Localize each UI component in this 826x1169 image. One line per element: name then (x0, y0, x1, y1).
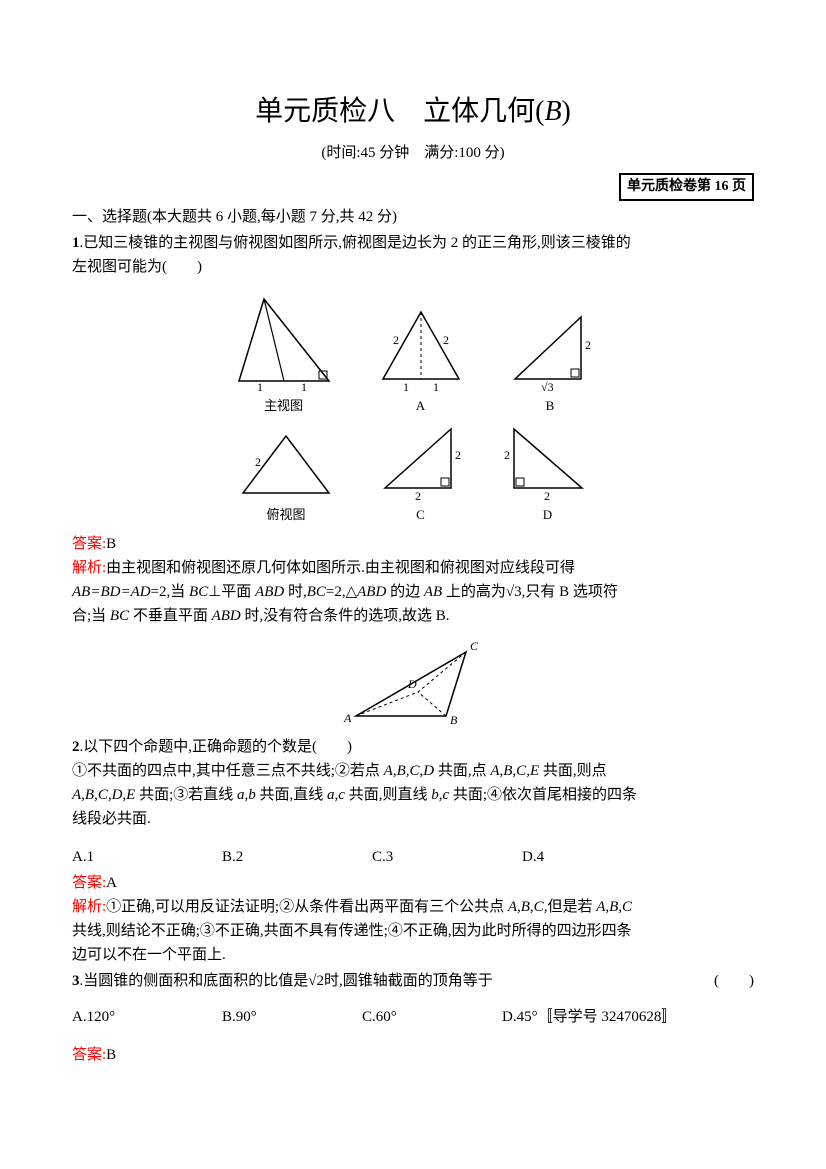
q1-fig-c: 2 2 C (373, 423, 468, 526)
q2-expl-2: 共线,则结论不正确;③不正确,共面不具有传递性;④不正确,因为此时所得的四边形四… (72, 919, 754, 943)
expl-label: 解析: (72, 560, 106, 576)
figcap-a: A (416, 396, 425, 417)
q1-fig-main: 1 1 主视图 (229, 289, 339, 417)
q2-number: 2 (72, 739, 80, 755)
q2-expl-1: 解析:①正确,可以用反证法证明;②从条件看出两平面有三个公共点 A,B,C,但是… (72, 895, 754, 919)
answer-value: A (106, 875, 117, 891)
q1-fig-a: 2 2 1 1 A (371, 304, 471, 417)
q2-answer: 答案:A (72, 871, 754, 895)
q2-options: A.1 B.2 C.3 D.4 (72, 845, 754, 869)
q1-figure-row-2: 2 俯视图 2 2 C 2 2 D (72, 423, 754, 526)
q1-expl-figure: A B C D (72, 634, 754, 729)
question-2: 2.以下四个命题中,正确命题的个数是( ) ①不共面的四点中,其中任意三点不共线… (72, 735, 754, 967)
q2-stmt-1: ①不共面的四点中,其中任意三点不共线;②若点 A,B,C,D 共面,点 A,B,… (72, 759, 754, 783)
q1-text-b: 左视图可能为( ) (72, 255, 754, 279)
q2-stmt-2: A,B,C,D,E 共面;③若直线 a,b 共面,直线 a,c 共面,则直线 b… (72, 783, 754, 807)
q3-paren: ( ) (694, 969, 754, 993)
svg-text:2: 2 (255, 455, 261, 469)
figcap-c: C (416, 505, 425, 526)
triangle-d-icon: 2 2 (500, 423, 595, 503)
svg-text:1: 1 (301, 380, 307, 394)
figcap-main: 主视图 (264, 396, 303, 417)
expl-i: AB=BD=AD (72, 584, 151, 600)
q3-stem: 3.当圆锥的侧面积和底面积的比值是√2时,圆锥轴截面的顶角等于 (72, 969, 694, 993)
page-ref-row: 单元质检卷第 16 页 (72, 173, 754, 201)
triangle-a-icon: 2 2 1 1 (371, 304, 471, 394)
answer-label: 答案: (72, 875, 106, 891)
page-ref-badge: 单元质检卷第 16 页 (619, 173, 754, 201)
svg-text:1: 1 (433, 380, 439, 394)
figcap-topview: 俯视图 (266, 505, 305, 526)
svg-text:2: 2 (455, 448, 461, 462)
q2-expl-3: 边可以不在一个平面上. (72, 943, 754, 967)
q1-figure-row-1: 1 1 主视图 2 2 1 1 A 2 √3 B (72, 289, 754, 417)
svg-text:2: 2 (544, 489, 550, 503)
title-paren: ) (562, 96, 571, 127)
figcap-b: B (546, 396, 555, 417)
svg-text:1: 1 (403, 380, 409, 394)
answer-value: B (106, 536, 116, 552)
expl-label: 解析: (72, 899, 106, 915)
q2-opt-b: B.2 (222, 845, 372, 869)
title-letter: B (544, 96, 561, 127)
q3-text: .当圆锥的侧面积和底面积的比值是√2时,圆锥轴截面的顶角等于 (80, 973, 493, 989)
svg-text:2: 2 (443, 333, 449, 347)
q3-opt-a: A.120° (72, 1005, 222, 1029)
q2-stem: 2.以下四个命题中,正确命题的个数是( ) (72, 735, 754, 759)
q2-text: .以下四个命题中,正确命题的个数是( ) (80, 739, 353, 755)
q2-stmt-3: 线段必共面. (72, 807, 754, 831)
q3-options: A.120° B.90° C.60° D.45°〚导学号 32470628〛 (72, 1005, 754, 1029)
svg-text:B: B (450, 713, 458, 727)
q3-number: 3 (72, 973, 80, 989)
svg-text:√3: √3 (541, 380, 554, 394)
q3-opt-c: C.60° (362, 1005, 502, 1029)
svg-text:A: A (343, 711, 352, 725)
expl-text: 由主视图和俯视图还原几何体如图所示.由主视图和俯视图对应线段可得 (106, 560, 575, 576)
q1-number: 1 (72, 235, 80, 251)
q3-opt-b: B.90° (222, 1005, 362, 1029)
answer-label: 答案: (72, 536, 106, 552)
answer-value: B (106, 1047, 116, 1063)
q1-stem: 1.已知三棱锥的主视图与俯视图如图所示,俯视图是边长为 2 的正三角形,则该三棱… (72, 231, 754, 255)
svg-text:1: 1 (257, 380, 263, 394)
q2-opt-a: A.1 (72, 845, 222, 869)
question-1: 1.已知三棱锥的主视图与俯视图如图所示,俯视图是边长为 2 的正三角形,则该三棱… (72, 231, 754, 729)
q3-opt-d: D.45°〚导学号 32470628〛 (502, 1005, 754, 1029)
q3-answer: 答案:B (72, 1043, 754, 1067)
tetrahedron-icon: A B C D (338, 634, 488, 729)
q1-fig-b: 2 √3 B (503, 309, 598, 417)
triangle-top-view-icon: 2 (231, 428, 341, 503)
answer-label: 答案: (72, 1047, 106, 1063)
q2-opt-c: C.3 (372, 845, 522, 869)
svg-text:2: 2 (415, 489, 421, 503)
svg-text:D: D (407, 677, 417, 691)
figcap-d: D (543, 505, 552, 526)
title-prefix: 单元质检八 立体几何( (255, 96, 544, 127)
triangle-b-icon: 2 √3 (503, 309, 598, 394)
q1-fig-d: 2 2 D (500, 423, 595, 526)
svg-text:2: 2 (585, 338, 591, 352)
q2-opt-d: D.4 (522, 845, 672, 869)
q1-text-a: .已知三棱锥的主视图与俯视图如图所示,俯视图是边长为 2 的正三角形,则该三棱锥… (80, 235, 631, 251)
svg-text:C: C (470, 639, 479, 653)
question-3: 3.当圆锥的侧面积和底面积的比值是√2时,圆锥轴截面的顶角等于 ( ) A.12… (72, 969, 754, 1067)
q1-answer: 答案:B (72, 532, 754, 556)
svg-text:2: 2 (504, 448, 510, 462)
subtitle: (时间:45 分钟 满分:100 分) (72, 141, 754, 165)
section-heading: 一、选择题(本大题共 6 小题,每小题 7 分,共 42 分) (72, 205, 754, 229)
q1-expl-3: 合;当 BC 不垂直平面 ABD 时,没有符合条件的选项,故选 B. (72, 604, 754, 628)
svg-text:2: 2 (393, 333, 399, 347)
q1-fig-topview: 2 俯视图 (231, 428, 341, 526)
q1-expl-1: 解析:由主视图和俯视图还原几何体如图所示.由主视图和俯视图对应线段可得 (72, 556, 754, 580)
page-title: 单元质检八 立体几何(B) (72, 90, 754, 135)
triangle-c-icon: 2 2 (373, 423, 468, 503)
q1-expl-2: AB=BD=AD=2,当 BC⊥平面 ABD 时,BC=2,△ABD 的边 AB… (72, 580, 754, 604)
triangle-main-view-icon: 1 1 (229, 289, 339, 394)
q3-stem-row: 3.当圆锥的侧面积和底面积的比值是√2时,圆锥轴截面的顶角等于 ( ) (72, 969, 754, 993)
